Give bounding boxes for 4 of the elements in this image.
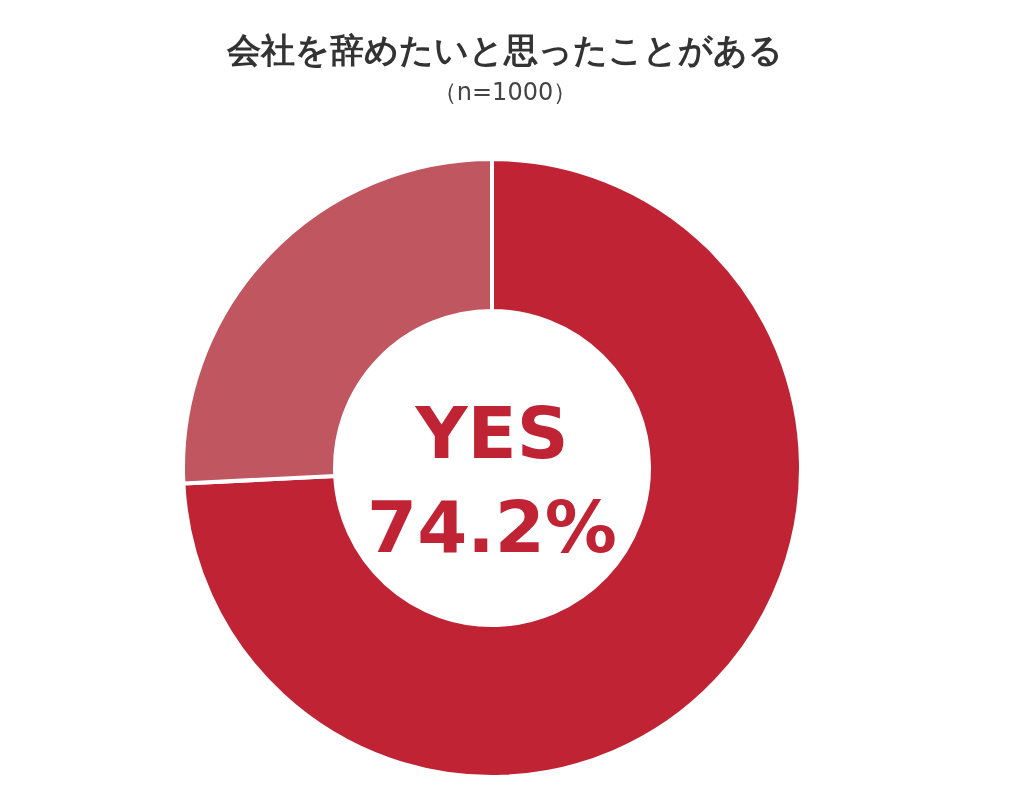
data-label: 74.2% bbox=[367, 485, 617, 569]
slice-label: YES bbox=[414, 391, 569, 475]
chart-title: 会社を辞めたいと思ったことがある bbox=[226, 30, 783, 70]
chart-subtitle: （n=1000） bbox=[432, 78, 578, 106]
